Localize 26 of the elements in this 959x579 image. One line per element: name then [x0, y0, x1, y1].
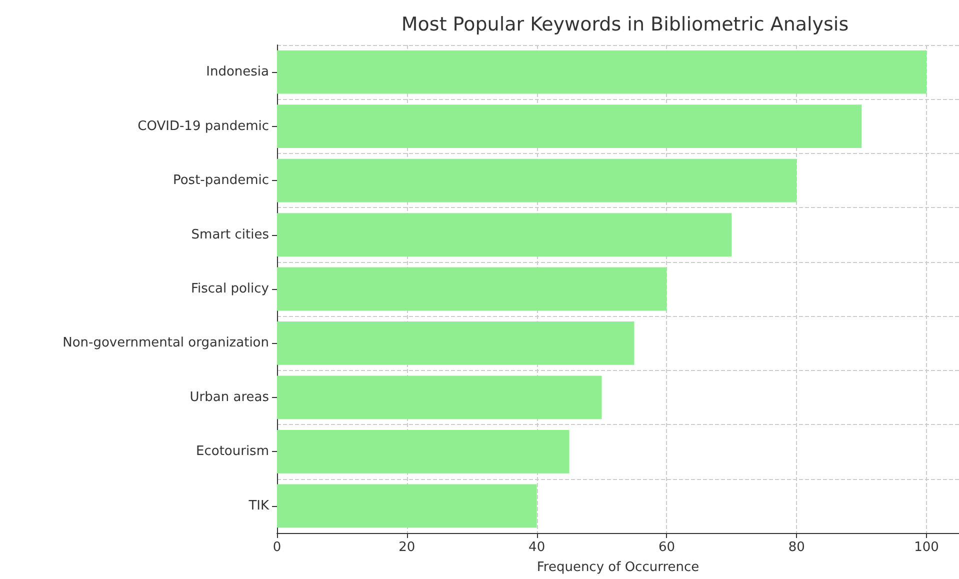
- x-tick-label: 80: [788, 540, 805, 555]
- y-tick-label: Smart cities: [191, 227, 270, 242]
- x-tick-label: 20: [398, 540, 416, 555]
- y-tick-label: Fiscal policy: [190, 282, 270, 296]
- bar: [277, 267, 667, 311]
- y-tick-label: Indonesia: [206, 64, 269, 80]
- y-tick-label: COVID-19 pandemic: [138, 118, 269, 134]
- y-tick-label: Post-pandemic: [172, 173, 269, 188]
- chart-title: Most Popular Keywords in Bibliometric Analysis: [401, 14, 849, 36]
- x-tick-label: 60: [658, 540, 675, 555]
- x-axis-title: Frequency of Occurrence: [536, 560, 700, 575]
- x-tick-label: 100: [914, 540, 939, 555]
- bar: [277, 322, 634, 365]
- x-tick-label: 0: [272, 540, 282, 555]
- y-tick-label: Ecotourism: [196, 444, 269, 460]
- bar: [277, 104, 862, 148]
- bar: [277, 484, 537, 528]
- bar: [277, 158, 797, 202]
- x-tick-label: 40: [528, 540, 546, 555]
- y-tick-label: TIK: [248, 498, 270, 514]
- bar: [277, 376, 602, 420]
- bar: [277, 430, 570, 474]
- y-tick-label: Urban areas: [190, 390, 270, 405]
- y-tick-label: Non-governmental organization: [62, 336, 269, 351]
- bar: [277, 213, 732, 256]
- bar: [277, 50, 927, 94]
